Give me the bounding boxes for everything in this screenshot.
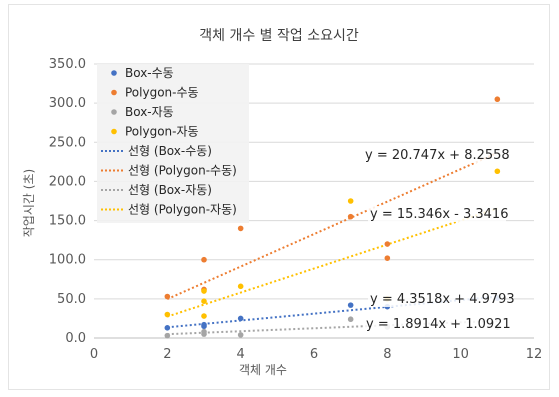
legend-label: Box-자동 (125, 105, 174, 119)
chart-title: 객체 개수 별 작업 소요시간 (199, 28, 359, 44)
legend-label: Polygon-수동 (125, 86, 199, 100)
legend-label: Box-수동 (125, 66, 174, 80)
data-point (164, 311, 171, 318)
y-axis-title: 작업시간 (초) (22, 169, 36, 237)
trendline (166, 151, 498, 300)
legend-label: Polygon-자동 (125, 125, 199, 139)
x-tick-label: 6 (310, 347, 318, 362)
data-point (237, 315, 244, 322)
legend-marker (111, 109, 117, 115)
data-point (164, 293, 171, 300)
x-axis-title: 객체 개수 (239, 363, 287, 377)
data-point (237, 283, 244, 290)
data-point (237, 332, 244, 338)
legend-marker (111, 89, 117, 96)
data-point (347, 198, 354, 204)
trendline (167, 207, 498, 318)
legend-label: 선형 (Box-자동) (128, 183, 212, 197)
y-tick-label: 300.0 (49, 96, 86, 111)
y-tick-label: 50.0 (57, 292, 86, 307)
y-tick-label: 200.0 (49, 174, 86, 189)
x-tick-label: 12 (526, 347, 543, 362)
data-point (164, 332, 171, 339)
legend-label: 선형 (Polygon-수동) (128, 164, 237, 178)
x-tick-label: 2 (163, 347, 171, 362)
equation-backdrop (368, 291, 506, 307)
x-tick-label: 0 (90, 347, 98, 362)
legend-marker (111, 128, 117, 135)
y-tick-label: 350.0 (49, 57, 86, 72)
x-tick-label: 10 (452, 347, 469, 362)
axes: 0.0 50.0 100.0 150.0 200.0 250.0 300.0 350.0 0 2 4… (49, 57, 542, 362)
data-point (237, 225, 244, 232)
y-tick-label: 0.0 (65, 331, 86, 346)
data-point (164, 325, 171, 331)
scatter-chart: 객체 개수 별 작업 소요시간 0.0 50.0 100.0 150.0 200.0 25… (22, 28, 542, 377)
chart-container: 객체 개수 별 작업 소요시간 0.0 50.0 100.0 150.0 200.0 25… (8, 4, 550, 390)
trend-equation: y = 1.8914x + 1.0921 (366, 317, 511, 332)
legend-marker (111, 70, 117, 76)
data-point (201, 288, 207, 294)
trend-equation: y = 20.747x + 8.2558 (365, 148, 510, 163)
data-point (384, 241, 391, 247)
equation-backdrop (363, 147, 501, 163)
data-point (494, 96, 501, 103)
trend-equation: y = 4.3518x + 4.9793 (370, 292, 515, 307)
legend-label: 선형 (Polygon-자동) (128, 203, 237, 217)
y-tick-label: 100.0 (49, 253, 86, 268)
x-tick-label: 4 (237, 347, 245, 362)
legend-background (97, 64, 249, 223)
trend-equation: y = 15.346x - 3.3416 (370, 207, 508, 222)
data-point (384, 255, 391, 261)
trend-equations: y = 4.3518x + 4.9793 y = 20.747x + 8.2558… (363, 147, 515, 332)
data-point (347, 213, 354, 220)
y-tick-label: 150.0 (49, 214, 86, 229)
data-point (201, 298, 207, 305)
data-point (201, 256, 207, 263)
x-tick-label: 8 (383, 347, 391, 362)
data-point (201, 313, 207, 319)
data-point (347, 302, 354, 308)
legend-label: 선형 (Box-수동) (128, 144, 212, 158)
y-tick-label: 250.0 (49, 135, 86, 150)
data-point (201, 321, 207, 328)
data-point (494, 168, 501, 175)
equation-backdrop (364, 316, 502, 332)
data-point (201, 328, 207, 335)
data-point (347, 316, 354, 323)
equation-backdrop (368, 206, 506, 222)
